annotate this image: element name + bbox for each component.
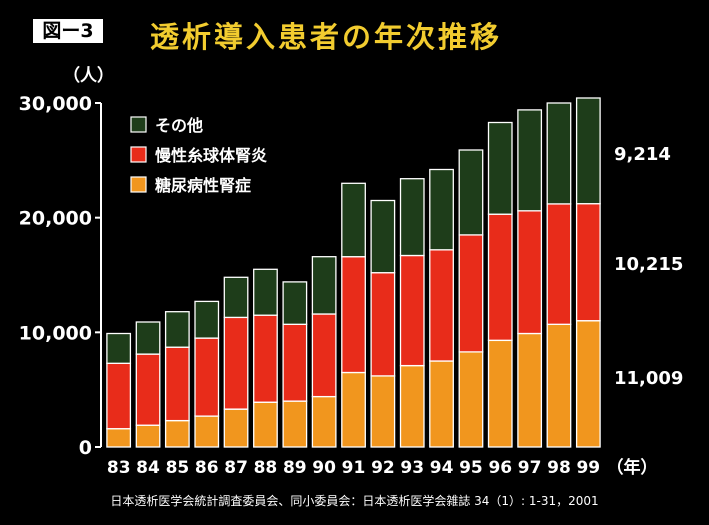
legend-swatch-0 bbox=[130, 116, 147, 133]
value-annotation-1: 10,215 bbox=[614, 254, 683, 275]
bar-segment-88-s0 bbox=[253, 401, 278, 448]
bar-segment-99-s2 bbox=[575, 97, 601, 205]
x-tick-label-84: 84 bbox=[136, 458, 160, 478]
y-tick-label-3: 30,000 bbox=[19, 93, 92, 115]
bar-segment-92-s0 bbox=[370, 375, 396, 448]
legend-label-2: 糖尿病性腎症 bbox=[155, 176, 251, 195]
legend-swatch-2 bbox=[130, 176, 147, 193]
bar-segment-93-s2 bbox=[399, 178, 425, 257]
x-tick-label-90: 90 bbox=[312, 458, 336, 478]
bar-segment-89-s2 bbox=[282, 281, 308, 325]
bar-segment-95-s1 bbox=[458, 234, 484, 353]
bar-segment-84-s2 bbox=[135, 321, 161, 355]
bar-segment-83-s1 bbox=[106, 362, 132, 430]
bar-segment-94-s0 bbox=[429, 360, 454, 448]
x-tick-label-95: 95 bbox=[459, 458, 483, 478]
x-tick-label-88: 88 bbox=[254, 458, 278, 478]
bar-segment-86-s1 bbox=[194, 337, 220, 417]
bar-segment-83-s2 bbox=[106, 332, 132, 364]
x-tick-label-89: 89 bbox=[283, 458, 307, 478]
bar-segment-98-s0 bbox=[546, 323, 572, 448]
bar-segment-92-s2 bbox=[370, 199, 396, 274]
bar-segment-96-s1 bbox=[487, 213, 513, 341]
bar-segment-93-s0 bbox=[399, 364, 425, 448]
bar-segment-89-s1 bbox=[282, 323, 308, 402]
bar-segment-89-s0 bbox=[282, 400, 308, 448]
axes-layer: 83 84 85 86 87 88 89 90 91 92 93 94 95 96 97 98 99 （年） 0 10… bbox=[19, 93, 658, 478]
value-annotation-2: 11,009 bbox=[614, 368, 683, 389]
bar-segment-97-s1 bbox=[517, 210, 543, 335]
x-tick-label-97: 97 bbox=[518, 458, 542, 478]
bar-segment-87-s2 bbox=[223, 276, 249, 319]
bar-segment-94-s1 bbox=[429, 249, 454, 362]
bar-segment-91-s1 bbox=[341, 256, 366, 374]
bar-segment-84-s0 bbox=[135, 424, 161, 448]
y-tick-label-2: 20,000 bbox=[19, 208, 92, 230]
bar-segment-94-s2 bbox=[429, 168, 454, 251]
bar-segment-88-s2 bbox=[253, 268, 278, 316]
x-tick-label-86: 86 bbox=[195, 458, 219, 478]
bar-segment-99-s1 bbox=[575, 202, 601, 322]
value-annotation-0: 9,214 bbox=[614, 144, 671, 165]
bar-segment-95-s0 bbox=[458, 351, 484, 448]
legend-label-1: 慢性糸球体腎炎 bbox=[155, 146, 267, 165]
bar-segment-86-s2 bbox=[194, 300, 220, 339]
bar-segment-85-s0 bbox=[164, 419, 190, 448]
x-tick-label-87: 87 bbox=[224, 458, 248, 478]
bar-segment-87-s1 bbox=[223, 316, 249, 410]
bar-segment-86-s0 bbox=[194, 415, 220, 448]
bar-segment-99-s0 bbox=[575, 320, 601, 448]
bar-segment-90-s1 bbox=[311, 313, 337, 398]
bar-segment-91-s0 bbox=[341, 371, 366, 448]
x-tick-label-91: 91 bbox=[342, 458, 366, 478]
x-tick-label-93: 93 bbox=[400, 458, 424, 478]
bar-segment-97-s2 bbox=[517, 109, 543, 212]
x-tick-label-85: 85 bbox=[166, 458, 190, 478]
x-tick-label-83: 83 bbox=[107, 458, 131, 478]
bar-segment-87-s0 bbox=[223, 408, 249, 448]
bar-segment-96-s2 bbox=[487, 121, 513, 215]
bar-segment-83-s0 bbox=[106, 428, 132, 448]
bar-segment-92-s1 bbox=[370, 272, 396, 377]
source-citation: 日本透析医学会統計調査委員会、同小委員会：日本透析医学会雑誌 34（1）: 1-… bbox=[110, 494, 599, 508]
bar-segment-91-s2 bbox=[341, 182, 366, 258]
legend-swatch-1 bbox=[130, 146, 147, 163]
bar-segment-85-s1 bbox=[164, 346, 190, 422]
figure-label: 図ー3 bbox=[33, 19, 103, 43]
bar-segment-98-s1 bbox=[546, 203, 572, 325]
y-tick-label-0: 0 bbox=[79, 437, 92, 459]
x-tick-label-92: 92 bbox=[371, 458, 395, 478]
bar-segment-93-s1 bbox=[399, 254, 425, 367]
x-tick-label-96: 96 bbox=[488, 458, 512, 478]
bar-segment-97-s0 bbox=[517, 332, 543, 448]
bar-segment-88-s1 bbox=[253, 314, 278, 403]
legend-label-0: その他 bbox=[155, 116, 203, 135]
bar-segment-84-s1 bbox=[135, 353, 161, 426]
bars-layer bbox=[106, 97, 601, 448]
chart-title: 透析導入患者の年次推移 bbox=[150, 20, 503, 54]
bar-segment-95-s2 bbox=[458, 149, 484, 236]
x-tick-label-99: 99 bbox=[576, 458, 600, 478]
x-tick-label-94: 94 bbox=[430, 458, 454, 478]
x-tick-label-98: 98 bbox=[547, 458, 571, 478]
bar-segment-96-s0 bbox=[487, 339, 513, 448]
y-axis-unit: （人） bbox=[63, 66, 114, 86]
bar-segment-90-s2 bbox=[311, 256, 337, 315]
annotations-layer: 9,214 10,215 11,009 bbox=[614, 144, 683, 389]
bar-segment-90-s0 bbox=[311, 395, 337, 448]
y-tick-label-1: 10,000 bbox=[19, 322, 92, 344]
bar-segment-85-s2 bbox=[164, 311, 190, 348]
x-axis-unit: （年） bbox=[607, 457, 658, 478]
bar-segment-98-s2 bbox=[546, 102, 572, 205]
